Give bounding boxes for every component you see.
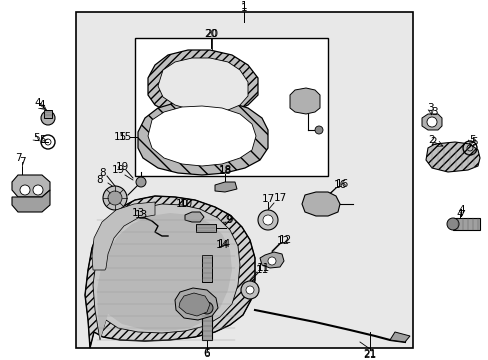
Text: 9: 9: [225, 215, 232, 225]
Circle shape: [241, 281, 259, 299]
Text: 16: 16: [333, 180, 346, 190]
Circle shape: [245, 286, 253, 294]
Polygon shape: [289, 88, 319, 114]
Polygon shape: [92, 202, 155, 270]
Text: 14: 14: [217, 239, 230, 249]
Text: 18: 18: [218, 166, 231, 176]
Text: 12: 12: [276, 236, 289, 246]
Bar: [135, 38, 327, 176]
Text: 8: 8: [97, 175, 103, 185]
Bar: [452, 218, 479, 230]
Circle shape: [108, 191, 122, 205]
Polygon shape: [302, 192, 339, 216]
Text: 11: 11: [256, 263, 269, 273]
Text: 6: 6: [203, 348, 210, 358]
Text: 20: 20: [204, 29, 217, 39]
Text: 15: 15: [118, 132, 131, 142]
Bar: [44, 110, 52, 118]
Text: 2: 2: [428, 135, 434, 145]
Text: 5: 5: [33, 133, 39, 143]
Text: 11: 11: [255, 265, 268, 275]
Polygon shape: [215, 182, 237, 192]
Text: 4: 4: [456, 209, 462, 219]
Polygon shape: [184, 212, 203, 222]
Text: 14: 14: [215, 240, 228, 250]
Text: 5: 5: [39, 135, 45, 145]
Text: 1: 1: [240, 3, 247, 13]
Text: 3: 3: [426, 103, 432, 113]
Polygon shape: [260, 252, 284, 268]
Text: 6: 6: [203, 349, 210, 359]
Text: 19: 19: [111, 165, 124, 175]
Text: 5: 5: [468, 135, 474, 145]
Text: 13: 13: [131, 208, 144, 218]
Bar: [196, 224, 216, 232]
Circle shape: [103, 186, 127, 210]
Text: 10: 10: [179, 199, 192, 209]
Text: 13: 13: [134, 210, 147, 220]
Text: 17: 17: [273, 193, 286, 203]
Circle shape: [136, 177, 146, 187]
Bar: [76, 12, 412, 348]
Text: 1: 1: [240, 1, 247, 11]
Polygon shape: [97, 213, 231, 340]
Text: 8: 8: [100, 168, 106, 178]
Polygon shape: [389, 332, 409, 342]
Polygon shape: [138, 100, 267, 175]
Text: 3: 3: [430, 107, 436, 117]
Polygon shape: [425, 142, 479, 172]
Polygon shape: [12, 175, 50, 197]
Circle shape: [20, 185, 30, 195]
Text: 7: 7: [19, 157, 25, 167]
Polygon shape: [93, 204, 240, 340]
Text: 12: 12: [278, 235, 291, 245]
Circle shape: [426, 117, 436, 127]
Polygon shape: [421, 114, 441, 130]
Circle shape: [201, 302, 213, 314]
Polygon shape: [85, 196, 254, 348]
Text: 4: 4: [35, 98, 41, 108]
Text: 17: 17: [261, 194, 274, 204]
Text: 18: 18: [218, 165, 231, 175]
Text: 10: 10: [175, 199, 188, 209]
Polygon shape: [179, 293, 209, 316]
Circle shape: [314, 126, 323, 134]
Text: 19: 19: [115, 162, 128, 172]
Circle shape: [258, 210, 278, 230]
Polygon shape: [175, 288, 218, 320]
Circle shape: [33, 185, 43, 195]
Polygon shape: [12, 190, 50, 212]
Polygon shape: [158, 58, 247, 112]
Polygon shape: [148, 50, 258, 115]
Text: 2: 2: [430, 137, 436, 147]
Text: 21: 21: [363, 350, 376, 360]
Circle shape: [263, 215, 272, 225]
Text: 9: 9: [226, 215, 233, 225]
Circle shape: [267, 257, 275, 265]
Text: 7: 7: [15, 153, 21, 163]
Text: 21: 21: [363, 349, 376, 359]
Circle shape: [41, 111, 55, 125]
Text: 4: 4: [39, 100, 45, 110]
Circle shape: [446, 218, 458, 230]
Text: 5: 5: [471, 137, 477, 147]
Bar: [202, 308, 212, 340]
Text: 4: 4: [458, 205, 465, 215]
Bar: [202, 255, 212, 282]
Polygon shape: [148, 106, 256, 166]
Text: 20: 20: [205, 29, 218, 39]
Text: 16: 16: [335, 179, 348, 189]
Text: 15: 15: [113, 132, 126, 142]
